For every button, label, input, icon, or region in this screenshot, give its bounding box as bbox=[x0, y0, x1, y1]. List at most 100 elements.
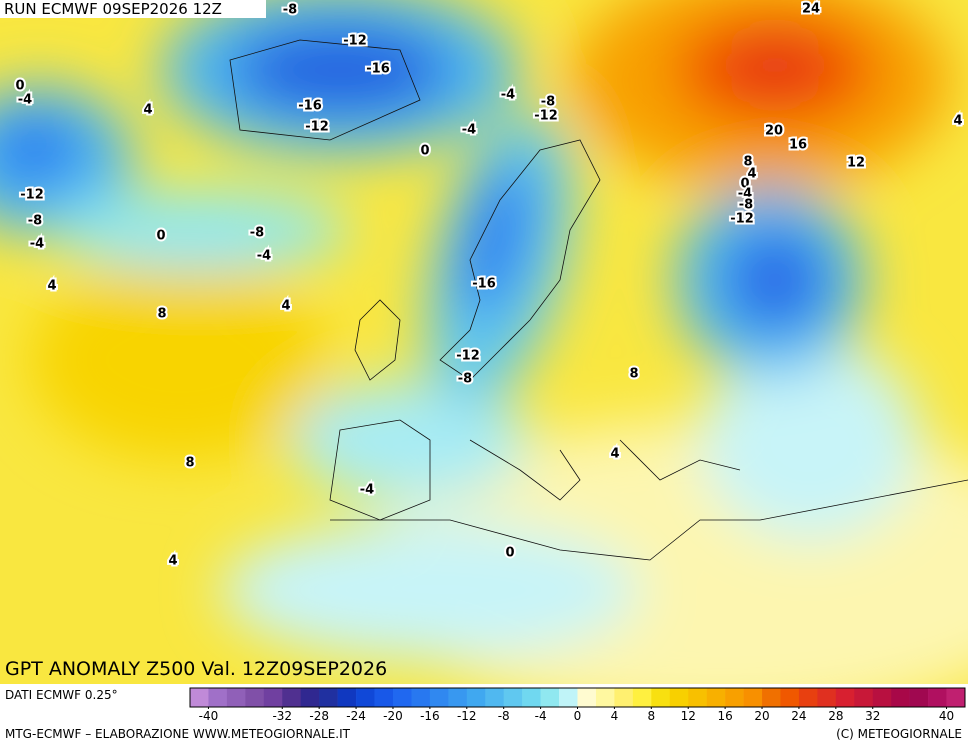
contour-label: -4 bbox=[360, 483, 374, 498]
contour-label: -12 bbox=[534, 109, 558, 124]
header-box bbox=[0, 0, 266, 18]
colorbar-tick-label: 4 bbox=[611, 709, 619, 723]
contour-label: -12 bbox=[305, 120, 329, 135]
run-label: RUN ECMWF 09SEP2026 12Z bbox=[4, 0, 222, 18]
colorbar-swatch bbox=[190, 688, 209, 707]
colorbar-tick-label: 8 bbox=[647, 709, 655, 723]
colorbar-tick-label: -24 bbox=[346, 709, 366, 723]
colorbar-swatch bbox=[891, 688, 910, 707]
colorbar-swatch bbox=[503, 688, 523, 707]
colorbar-tick-label: 16 bbox=[717, 709, 732, 723]
contour-label: 12 bbox=[847, 156, 865, 171]
colorbar-tick-label: 24 bbox=[791, 709, 806, 723]
colorbar-tick-label: -4 bbox=[535, 709, 547, 723]
contour-label: -8 bbox=[458, 372, 472, 387]
colorbar-swatch bbox=[282, 688, 302, 707]
contour-label: -4 bbox=[257, 249, 271, 264]
colorbar-swatch bbox=[651, 688, 671, 707]
contour-label: -12 bbox=[343, 34, 367, 49]
colorbar-tick-label: 28 bbox=[828, 709, 843, 723]
colorbar-tick-label: -32 bbox=[272, 709, 292, 723]
colorbar-swatch bbox=[300, 688, 320, 707]
colorbar-swatch bbox=[226, 688, 246, 707]
colorbar-swatch bbox=[688, 688, 707, 707]
contour-label: -16 bbox=[366, 62, 390, 77]
colorbar-swatch bbox=[725, 688, 744, 707]
colorbar-swatch bbox=[614, 688, 634, 707]
colorbar-swatch bbox=[595, 688, 615, 707]
contour-label: 0 bbox=[505, 546, 514, 561]
contour-label: 0 bbox=[740, 177, 749, 192]
colorbar-swatch bbox=[485, 688, 504, 707]
colorbar-swatch bbox=[559, 688, 578, 707]
colorbar-swatch bbox=[356, 688, 375, 707]
colorbar-swatch bbox=[522, 688, 541, 707]
contour-label: -12 bbox=[20, 188, 44, 203]
contour-label: 8 bbox=[185, 456, 194, 471]
colorbar-tick-label: -12 bbox=[457, 709, 477, 723]
colorbar-swatch bbox=[706, 688, 726, 707]
colorbar-tick-label: 0 bbox=[574, 709, 582, 723]
contour-label: 0 bbox=[420, 144, 429, 159]
colorbar-swatch bbox=[392, 688, 412, 707]
contour-label: -12 bbox=[456, 349, 480, 364]
contour-label: 4 bbox=[747, 167, 756, 182]
colorbar-swatch bbox=[854, 688, 874, 707]
contour-label: -4 bbox=[738, 187, 752, 202]
colorbar-tick-label: 40 bbox=[939, 709, 954, 723]
colorbar-swatch bbox=[429, 688, 449, 707]
colorbar-swatch bbox=[577, 688, 597, 707]
colorbar-swatch bbox=[928, 688, 947, 707]
colorbar-swatch bbox=[632, 688, 652, 707]
colorbar-swatch bbox=[946, 688, 966, 707]
colorbar-swatch bbox=[780, 688, 800, 707]
colorbar-tick-label: -28 bbox=[309, 709, 329, 723]
contour-label: -8 bbox=[283, 3, 297, 18]
colorbar-swatch bbox=[762, 688, 781, 707]
colorbar-swatch bbox=[411, 688, 431, 707]
contour-label: -8 bbox=[739, 198, 753, 213]
contour-label: 4 bbox=[953, 114, 962, 129]
colorbar-tick-label: -16 bbox=[420, 709, 440, 723]
contour-labels: -8-12-16-16-12-4 -8-12-400-44-12-8-40 -8-4… bbox=[13, 0, 964, 571]
colorbar-tick-label: 32 bbox=[865, 709, 880, 723]
colorbar-swatch bbox=[263, 688, 283, 707]
copyright: (C) METEOGIORNALE bbox=[836, 727, 962, 741]
contour-label: 4 bbox=[610, 447, 619, 462]
credit: MTG-ECMWF – ELABORAZIONE WWW.METEOGIORNA… bbox=[5, 727, 351, 741]
colorbar-swatch bbox=[319, 688, 338, 707]
contour-label: -8 bbox=[250, 226, 264, 241]
contour-label: -12 bbox=[730, 212, 754, 227]
contour-label: 8 bbox=[629, 367, 638, 382]
contour-label: 4 bbox=[281, 299, 290, 314]
colorbar-swatch bbox=[835, 688, 855, 707]
contour-label: 8 bbox=[743, 155, 752, 170]
colorbar-swatch bbox=[337, 688, 357, 707]
colorbar-tick-label: -40 bbox=[199, 709, 219, 723]
contour-label: -8 bbox=[28, 214, 42, 229]
contour-label: -4 bbox=[501, 88, 515, 103]
colorbar-swatch bbox=[817, 688, 837, 707]
colorbar-swatch bbox=[208, 688, 228, 707]
contour-label: -4 bbox=[30, 237, 44, 252]
contour-label: -4 bbox=[18, 93, 32, 108]
colorbar-swatch bbox=[466, 688, 486, 707]
colorbar-tick-label: -8 bbox=[498, 709, 510, 723]
contour-label: 8 bbox=[157, 307, 166, 322]
colorbar: -40 -32 -28 -24 -20 -16 -12 -8 -4 0 4 8 12 16 20 24 28 32… bbox=[189, 687, 966, 723]
data-source: DATI ECMWF 0.25° bbox=[5, 688, 118, 702]
colorbar-swatch bbox=[798, 688, 818, 707]
colorbar-tick-label: -20 bbox=[383, 709, 403, 723]
contour-label: 4 bbox=[143, 103, 152, 118]
colorbar-swatch bbox=[448, 688, 468, 707]
colorbar-swatch bbox=[909, 688, 929, 707]
colorbar-swatch bbox=[540, 688, 560, 707]
contour-label: 4 bbox=[168, 554, 177, 569]
colorbar-tick-label: 20 bbox=[754, 709, 769, 723]
colorbar-swatch bbox=[743, 688, 763, 707]
colorbar-swatch bbox=[374, 688, 394, 707]
contour-label: 0 bbox=[156, 229, 165, 244]
colorbar-swatch bbox=[872, 688, 892, 707]
colorbar-swatch bbox=[245, 688, 265, 707]
